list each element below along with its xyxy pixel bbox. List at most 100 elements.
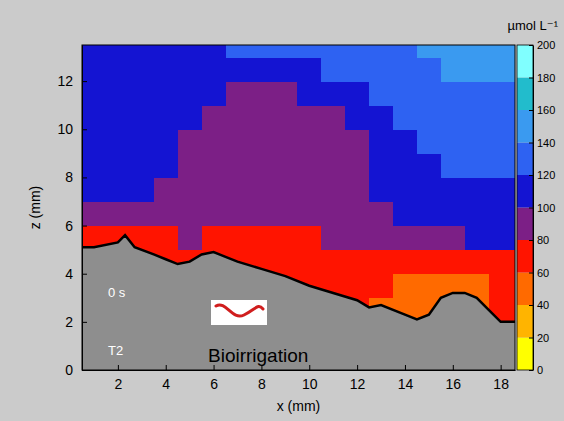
heatmap-cell — [106, 153, 130, 178]
heatmap-cell — [130, 129, 154, 154]
x-tick-label: 10 — [302, 376, 318, 392]
heatmap-cell — [321, 81, 345, 106]
colorbar-tick-mark — [529, 240, 533, 241]
heatmap-cell — [369, 226, 393, 251]
x-tick: 2 — [114, 365, 122, 392]
heatmap-cell — [465, 226, 489, 251]
colorbar-segment — [517, 273, 533, 306]
heatmap-cell — [82, 201, 106, 226]
x-tick-label: 6 — [210, 376, 218, 392]
heatmap-cell — [178, 81, 202, 106]
x-tick-mark — [501, 365, 502, 370]
heatmap-cell — [226, 129, 250, 154]
heatmap-cell — [417, 105, 441, 130]
heatmap-cell — [273, 105, 297, 130]
y-axis-line — [82, 46, 83, 371]
heatmap-cell — [226, 105, 250, 130]
heatmap-cell — [202, 81, 226, 106]
plot-background — [82, 45, 515, 370]
colorbar-tick-mark — [529, 273, 533, 274]
heatmap-cell — [321, 57, 345, 82]
heatmap-cell — [249, 57, 273, 82]
y-axis: 024681012 — [57, 46, 87, 378]
heatmap-cell — [321, 201, 345, 226]
heatmap-cell — [489, 57, 513, 82]
heatmap-cell — [441, 250, 465, 275]
heatmap-cell — [249, 153, 273, 178]
heatmap-cell — [345, 57, 369, 82]
heatmap-cell — [321, 226, 345, 251]
y-tick-label: 6 — [65, 218, 73, 234]
heatmap-cell — [297, 153, 321, 178]
heatmap-cell — [273, 250, 297, 275]
chart-container: 24681012141618024681012x (mm)z (mm)02040… — [0, 0, 564, 421]
heatmap-cell — [178, 201, 202, 226]
heatmap-cell — [489, 177, 513, 202]
heatmap-cell — [154, 45, 178, 58]
heatmap-cell — [106, 57, 130, 82]
y-tick: 2 — [65, 314, 87, 330]
heatmap-cell — [441, 177, 465, 202]
heatmap-cell — [393, 57, 417, 82]
heatmap-cell — [82, 129, 106, 154]
colorbar-tick-label: 20 — [537, 332, 549, 344]
x-tick: 6 — [210, 365, 218, 392]
heatmap-cell — [465, 81, 489, 106]
heatmap-cell — [154, 81, 178, 106]
heatmap-cell — [106, 129, 130, 154]
heatmap-cell — [417, 201, 441, 226]
heatmap-cell — [441, 153, 465, 178]
heatmap-cell — [417, 274, 441, 299]
heatmap-cell — [369, 45, 393, 58]
y-tick-mark — [82, 322, 87, 323]
x-tick-label: 18 — [493, 376, 509, 392]
heatmap-cell — [417, 81, 441, 106]
heatmap-cell — [417, 45, 441, 58]
y-tick-label: 0 — [65, 362, 73, 378]
heatmap-cell — [249, 129, 273, 154]
heatmap-cell — [321, 177, 345, 202]
worm-icon-background — [211, 300, 267, 325]
heatmap-cell — [202, 57, 226, 82]
y-axis-title: z (mm) — [27, 186, 43, 230]
heatmap-cell — [441, 105, 465, 130]
colorbar-segment — [517, 45, 533, 78]
y-tick: 6 — [65, 218, 87, 234]
annotation: T2 — [108, 343, 123, 358]
y-tick: 4 — [65, 266, 87, 282]
heatmap-cell — [82, 153, 106, 178]
heatmap-cell — [489, 226, 513, 251]
heatmap-cell — [297, 129, 321, 154]
heatmap-cell — [178, 129, 202, 154]
x-tick-label: 12 — [350, 376, 366, 392]
heatmap-cell — [202, 45, 226, 58]
colorbar-tick: 60 — [529, 267, 549, 279]
heatmap-cell — [273, 201, 297, 226]
colorbar-tick-label: 180 — [537, 72, 555, 84]
colorbar-tick: 20 — [529, 332, 549, 344]
colorbar-segment — [517, 305, 533, 338]
colorbar-tick-label: 100 — [537, 202, 555, 214]
heatmap-cell — [226, 226, 250, 251]
y-tick: 12 — [57, 73, 87, 89]
colorbar-tick-label: 0 — [537, 364, 543, 376]
x-axis-line — [83, 370, 516, 371]
heatmap-cell — [106, 201, 130, 226]
heatmap-cell — [321, 105, 345, 130]
heatmap-cell — [393, 177, 417, 202]
x-tick: 8 — [258, 365, 266, 392]
figure-background — [0, 0, 564, 421]
heatmap-cell — [441, 201, 465, 226]
x-tick-mark — [453, 365, 454, 370]
heatmap-cell — [417, 153, 441, 178]
colorbar-tick-mark — [529, 110, 533, 111]
heatmap-cell — [369, 81, 393, 106]
colorbar-tick-label: 140 — [537, 137, 555, 149]
heatmap-cell — [441, 81, 465, 106]
heatmap-cell — [154, 226, 178, 251]
colorbar-segment — [517, 143, 533, 176]
annotation: Bioirrigation — [208, 345, 308, 366]
colorbar-tick-label: 80 — [537, 234, 549, 246]
heatmap-cell — [393, 274, 417, 299]
colorbar-tick-label: 40 — [537, 299, 549, 311]
